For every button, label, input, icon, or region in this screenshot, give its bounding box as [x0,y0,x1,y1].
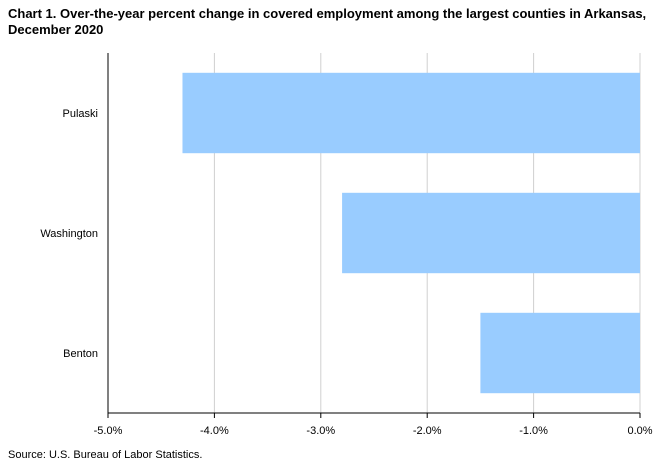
category-label: Pulaski [63,108,98,120]
bar-benton [480,312,640,394]
category-label: Washington [40,228,98,240]
bar-washington [342,192,640,274]
chart-title: Chart 1. Over-the-year percent change in… [8,6,647,37]
x-tick-label: -5.0% [94,425,123,437]
x-tick-label: -1.0% [519,425,548,437]
x-tick-label: -3.0% [306,425,335,437]
x-tick-label: -2.0% [413,425,442,437]
source-note: Source: U.S. Bureau of Labor Statistics. [8,449,203,461]
category-labels: Pulaski Washington Benton [40,108,98,360]
x-tick-label: 0.0% [627,425,652,437]
x-tick-label: -4.0% [200,425,229,437]
axes [107,53,640,414]
x-axis-ticks: -5.0% -4.0% -3.0% -2.0% -1.0% 0.0% [94,413,653,437]
category-label: Benton [63,348,98,360]
bar-pulaski [182,72,641,154]
bars [182,72,641,394]
